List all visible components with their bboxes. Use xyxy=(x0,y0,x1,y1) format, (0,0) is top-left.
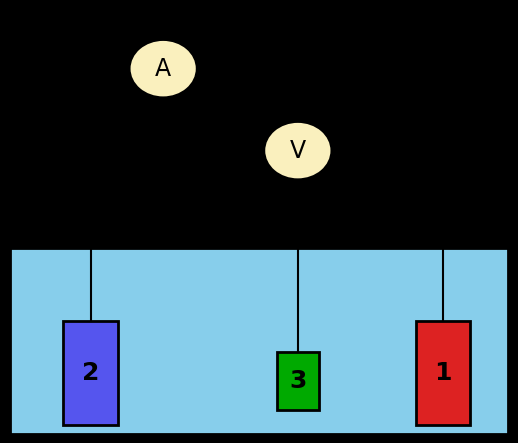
Circle shape xyxy=(130,40,197,97)
Bar xyxy=(63,321,118,425)
Text: 2: 2 xyxy=(82,361,99,385)
Bar xyxy=(277,352,319,410)
Text: V: V xyxy=(290,139,306,163)
Text: 1: 1 xyxy=(434,361,452,385)
Circle shape xyxy=(264,122,332,179)
Bar xyxy=(415,321,470,425)
Text: 3: 3 xyxy=(289,369,307,393)
Text: A: A xyxy=(155,57,171,81)
Bar xyxy=(10,248,508,434)
